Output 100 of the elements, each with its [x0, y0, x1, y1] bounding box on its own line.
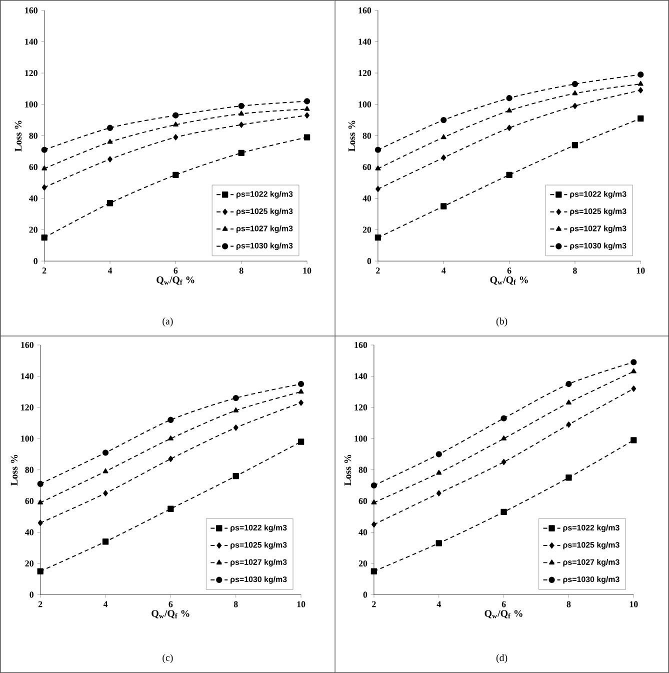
point [102, 538, 109, 545]
point [106, 200, 114, 206]
point [572, 102, 578, 110]
y-tick-label: 140 [354, 373, 368, 380]
point [232, 394, 239, 402]
point [108, 156, 112, 162]
y-tick-label: 140 [358, 38, 372, 45]
x-tick-label: 4 [436, 601, 441, 608]
point [506, 172, 512, 178]
point [107, 138, 113, 144]
x-tick-label: 10 [636, 268, 645, 274]
y-tick-label: 0 [363, 592, 368, 598]
y-tick-label: 100 [25, 101, 38, 108]
x-tick-label: 4 [108, 268, 112, 274]
point [238, 122, 244, 128]
x-tick-label: 6 [174, 268, 178, 274]
x-axis-title: Q$_{w}$/Q$_{f}$ % [152, 610, 190, 618]
point [375, 166, 381, 170]
point [103, 490, 108, 496]
point [374, 146, 382, 153]
x-tick-label: 4 [442, 268, 446, 274]
y-axis-title: Loss % [14, 120, 22, 152]
point [436, 540, 442, 546]
y-tick-label: 140 [25, 38, 38, 45]
point [500, 508, 507, 516]
y-tick-label: 80 [362, 132, 372, 139]
point [298, 388, 304, 394]
point [41, 146, 48, 153]
x-tick-label: 8 [566, 601, 571, 608]
y-tick-label: 60 [358, 498, 368, 504]
y-tick-label: 160 [25, 7, 38, 14]
point [172, 112, 179, 118]
y-tick-label: 40 [29, 195, 38, 202]
x-tick-label: 10 [297, 601, 306, 608]
x-tick-label: 10 [630, 601, 638, 608]
point [370, 482, 378, 489]
y-tick-label: 60 [362, 164, 372, 170]
point [238, 110, 244, 116]
point [42, 166, 48, 170]
x-axis-title: Q$_{w}$/Q$_{f}$ % [490, 276, 528, 285]
text: (d) [496, 654, 508, 664]
point [566, 421, 572, 428]
x-tick-label: 6 [507, 268, 512, 274]
x-tick-label: 2 [42, 268, 46, 274]
y-tick-label: 100 [358, 101, 372, 108]
point [304, 134, 310, 140]
point [506, 108, 512, 112]
point [374, 234, 382, 241]
point [41, 234, 48, 241]
x-tick-label: 2 [38, 601, 42, 608]
point [631, 386, 636, 392]
point [501, 436, 507, 440]
y-tick-label: 140 [21, 373, 34, 380]
point [172, 172, 179, 178]
x-tick-label: 4 [103, 601, 108, 608]
y-tick-label: 0 [30, 592, 34, 598]
x-tick-label: 6 [502, 601, 506, 608]
point [233, 424, 238, 431]
point [304, 98, 310, 104]
point [168, 456, 174, 462]
y-axis-title: Loss % [344, 454, 352, 486]
point [102, 450, 109, 456]
point [38, 520, 43, 526]
point [638, 115, 644, 122]
point [371, 500, 377, 504]
point [37, 568, 44, 574]
text: (c) [162, 654, 173, 664]
point [638, 87, 644, 94]
point [238, 102, 244, 110]
point [38, 500, 44, 504]
x-tick-label: 2 [372, 601, 376, 608]
y-tick-label: 120 [25, 70, 38, 76]
point [566, 380, 572, 388]
point [436, 490, 442, 496]
y-tick-label: 0 [367, 258, 372, 264]
text: (a) [162, 317, 173, 327]
point [572, 90, 578, 96]
point [440, 203, 447, 210]
y-tick-label: 20 [25, 560, 34, 567]
text: (b) [496, 317, 508, 327]
point [298, 400, 304, 406]
x-tick-label: 8 [239, 268, 244, 274]
point [233, 407, 239, 412]
point [232, 472, 239, 480]
point [630, 437, 637, 444]
point [630, 359, 637, 366]
y-tick-label: 60 [29, 164, 38, 170]
x-tick-label: 2 [376, 268, 380, 274]
y-tick-label: 120 [354, 404, 368, 410]
y-tick-label: 40 [25, 529, 34, 536]
point [168, 436, 174, 440]
y-tick-label: 20 [358, 560, 368, 567]
point [42, 184, 47, 191]
y-tick-label: 20 [29, 226, 38, 233]
y-tick-label: 100 [21, 436, 34, 442]
y-tick-label: 80 [29, 132, 38, 139]
y-tick-label: 80 [358, 466, 368, 473]
y-tick-label: 20 [362, 226, 372, 233]
point [500, 415, 507, 422]
point [436, 451, 442, 458]
